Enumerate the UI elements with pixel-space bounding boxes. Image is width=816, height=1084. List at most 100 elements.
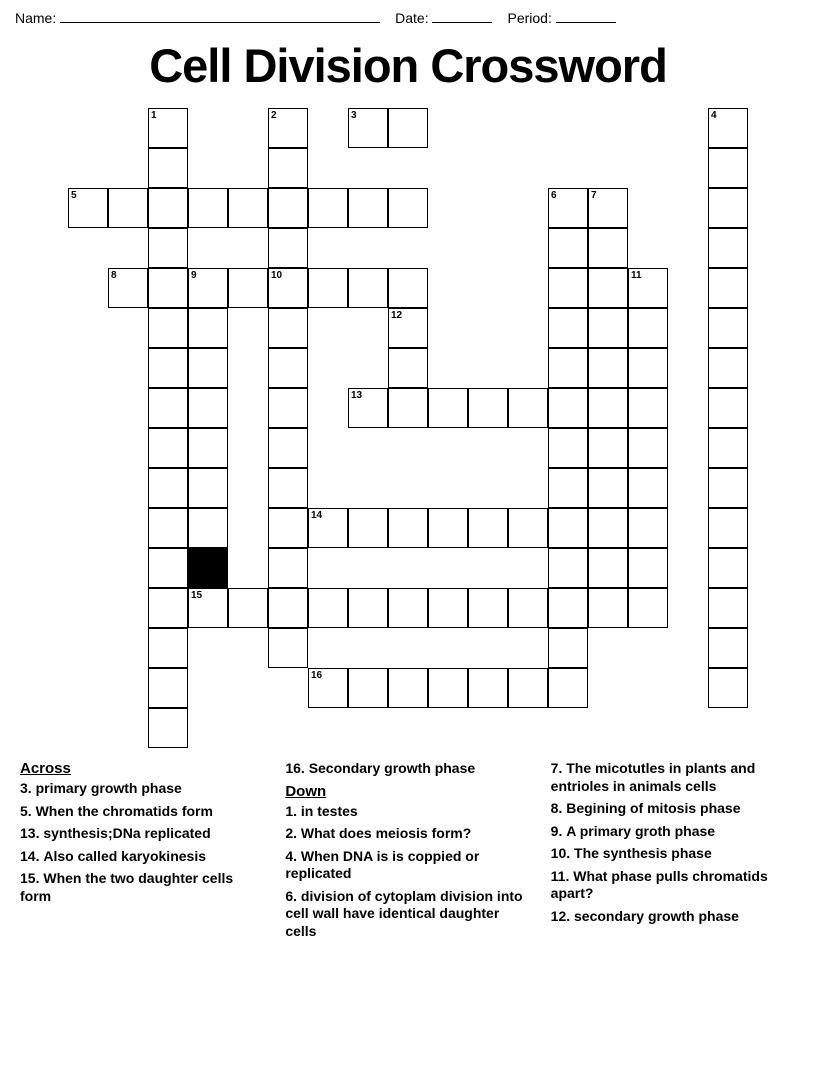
crossword-cell[interactable] <box>588 388 628 428</box>
crossword-cell[interactable]: 1 <box>148 108 188 148</box>
crossword-cell[interactable]: 13 <box>348 388 388 428</box>
crossword-cell[interactable] <box>348 268 388 308</box>
crossword-cell[interactable] <box>148 268 188 308</box>
crossword-cell[interactable] <box>708 548 748 588</box>
crossword-cell[interactable] <box>588 308 628 348</box>
crossword-cell[interactable] <box>548 428 588 468</box>
crossword-cell[interactable] <box>388 108 428 148</box>
crossword-cell[interactable] <box>348 188 388 228</box>
crossword-cell[interactable] <box>268 508 308 548</box>
crossword-cell[interactable] <box>548 668 588 708</box>
crossword-cell[interactable] <box>388 268 428 308</box>
crossword-cell[interactable] <box>148 668 188 708</box>
crossword-cell[interactable] <box>148 148 188 188</box>
crossword-cell[interactable] <box>188 348 228 388</box>
crossword-cell[interactable] <box>148 548 188 588</box>
crossword-cell[interactable] <box>108 188 148 228</box>
crossword-cell[interactable]: 3 <box>348 108 388 148</box>
crossword-cell[interactable] <box>388 668 428 708</box>
crossword-cell[interactable] <box>548 588 588 628</box>
crossword-cell[interactable] <box>588 508 628 548</box>
crossword-cell[interactable] <box>348 588 388 628</box>
crossword-cell[interactable] <box>188 468 228 508</box>
crossword-cell[interactable] <box>708 228 748 268</box>
crossword-cell[interactable] <box>548 348 588 388</box>
crossword-cell[interactable] <box>708 588 748 628</box>
period-blank[interactable] <box>556 22 616 23</box>
crossword-cell[interactable] <box>548 468 588 508</box>
crossword-cell[interactable] <box>148 628 188 668</box>
name-blank[interactable] <box>60 22 380 23</box>
crossword-cell[interactable] <box>148 428 188 468</box>
crossword-cell[interactable]: 10 <box>268 268 308 308</box>
date-blank[interactable] <box>432 22 492 23</box>
crossword-cell[interactable] <box>148 708 188 748</box>
crossword-cell[interactable] <box>268 348 308 388</box>
crossword-cell[interactable] <box>508 668 548 708</box>
crossword-cell[interactable] <box>548 388 588 428</box>
crossword-cell[interactable] <box>588 468 628 508</box>
crossword-cell[interactable] <box>468 668 508 708</box>
crossword-cell[interactable] <box>148 588 188 628</box>
crossword-cell[interactable] <box>188 508 228 548</box>
crossword-cell[interactable] <box>588 588 628 628</box>
crossword-cell[interactable] <box>708 508 748 548</box>
crossword-cell[interactable] <box>628 468 668 508</box>
crossword-cell[interactable] <box>508 388 548 428</box>
crossword-cell[interactable] <box>188 428 228 468</box>
crossword-cell[interactable] <box>268 308 308 348</box>
crossword-cell[interactable] <box>628 588 668 628</box>
crossword-cell[interactable] <box>708 188 748 228</box>
crossword-cell[interactable] <box>548 228 588 268</box>
crossword-cell[interactable] <box>428 668 468 708</box>
crossword-cell[interactable] <box>268 188 308 228</box>
crossword-cell[interactable] <box>588 428 628 468</box>
crossword-cell[interactable] <box>148 348 188 388</box>
crossword-cell[interactable] <box>468 588 508 628</box>
crossword-cell[interactable] <box>628 348 668 388</box>
crossword-cell[interactable]: 4 <box>708 108 748 148</box>
crossword-cell[interactable] <box>188 308 228 348</box>
crossword-cell[interactable] <box>388 588 428 628</box>
crossword-cell[interactable] <box>148 228 188 268</box>
crossword-cell[interactable] <box>548 548 588 588</box>
crossword-cell[interactable] <box>388 508 428 548</box>
crossword-cell[interactable]: 2 <box>268 108 308 148</box>
crossword-cell[interactable] <box>468 508 508 548</box>
crossword-cell[interactable] <box>628 548 668 588</box>
crossword-cell[interactable] <box>188 188 228 228</box>
crossword-cell[interactable] <box>708 668 748 708</box>
crossword-cell[interactable]: 14 <box>308 508 348 548</box>
crossword-cell[interactable] <box>548 508 588 548</box>
crossword-cell[interactable] <box>268 588 308 628</box>
crossword-cell[interactable] <box>268 228 308 268</box>
crossword-cell[interactable] <box>508 508 548 548</box>
crossword-cell[interactable] <box>708 268 748 308</box>
crossword-cell[interactable] <box>708 388 748 428</box>
crossword-cell[interactable] <box>348 668 388 708</box>
crossword-cell[interactable] <box>268 388 308 428</box>
crossword-cell[interactable]: 16 <box>308 668 348 708</box>
crossword-cell[interactable] <box>348 508 388 548</box>
crossword-cell[interactable] <box>228 588 268 628</box>
crossword-cell[interactable] <box>628 428 668 468</box>
crossword-cell[interactable] <box>588 268 628 308</box>
crossword-cell[interactable] <box>428 508 468 548</box>
crossword-cell[interactable]: 5 <box>68 188 108 228</box>
crossword-cell[interactable] <box>268 548 308 588</box>
crossword-cell[interactable]: 8 <box>108 268 148 308</box>
crossword-cell[interactable] <box>148 188 188 228</box>
crossword-cell[interactable]: 9 <box>188 268 228 308</box>
crossword-cell[interactable] <box>308 268 348 308</box>
crossword-cell[interactable] <box>428 588 468 628</box>
crossword-cell[interactable] <box>548 308 588 348</box>
crossword-cell[interactable]: 12 <box>388 308 428 348</box>
crossword-cell[interactable] <box>508 588 548 628</box>
crossword-cell[interactable] <box>148 388 188 428</box>
crossword-cell[interactable] <box>628 508 668 548</box>
crossword-cell[interactable] <box>708 468 748 508</box>
crossword-cell[interactable] <box>708 628 748 668</box>
crossword-cell[interactable] <box>708 428 748 468</box>
crossword-cell[interactable] <box>388 188 428 228</box>
crossword-cell[interactable] <box>708 308 748 348</box>
